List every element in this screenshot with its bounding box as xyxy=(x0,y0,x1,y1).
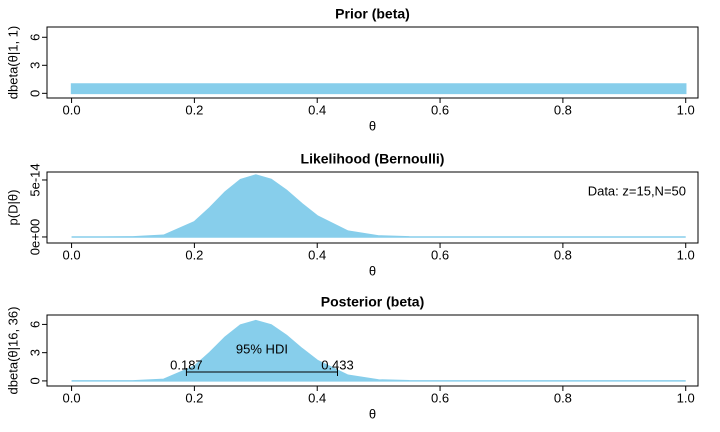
plot-frame xyxy=(46,26,699,99)
x-tick-label: 0.0 xyxy=(63,247,81,262)
y-tick-label: 5e-14 xyxy=(27,163,42,196)
density-area xyxy=(71,319,686,382)
y-axis-label: dbeta(θ|1, 1) xyxy=(5,26,20,99)
x-tick-label: 1.0 xyxy=(677,102,695,117)
y-tick-label: 0e+00 xyxy=(27,219,42,256)
x-tick-label: 0.8 xyxy=(554,390,572,405)
y-tick-label: 0 xyxy=(27,90,42,97)
y-tick-label: 0 xyxy=(27,377,42,384)
hdi-low-label: 0.187 xyxy=(170,357,203,372)
x-tick-label: 0.4 xyxy=(308,102,326,117)
y-tick-label: 3 xyxy=(27,62,42,69)
x-axis-label: θ xyxy=(369,263,376,278)
x-tick-label: 0.8 xyxy=(554,247,572,262)
panel-title: Posterior (beta) xyxy=(321,294,424,310)
x-tick-label: 0.2 xyxy=(185,102,203,117)
x-tick-label: 0.6 xyxy=(431,390,449,405)
hdi-label: 95% HDI xyxy=(236,341,288,356)
x-tick-label: 0.2 xyxy=(185,247,203,262)
panel-title: Prior (beta) xyxy=(335,6,410,22)
y-axis-label: dbeta(θ|16, 36) xyxy=(5,307,20,395)
plot-frame xyxy=(46,171,699,244)
density-area xyxy=(71,174,686,238)
density-area xyxy=(70,83,687,95)
y-tick-label: 3 xyxy=(27,349,42,356)
x-tick-label: 0.4 xyxy=(308,390,326,405)
x-tick-label: 0.8 xyxy=(554,102,572,117)
x-tick-label: 0.6 xyxy=(431,247,449,262)
x-tick-label: 0.0 xyxy=(63,390,81,405)
x-tick-label: 0.2 xyxy=(185,390,203,405)
x-axis-label: θ xyxy=(369,406,376,421)
x-tick-label: 1.0 xyxy=(677,247,695,262)
x-tick-label: 0.6 xyxy=(431,102,449,117)
x-tick-label: 0.4 xyxy=(308,247,326,262)
panel-title: Likelihood (Bernoulli) xyxy=(301,151,445,167)
plot-frame xyxy=(46,314,699,387)
y-axis-label: p(D|θ) xyxy=(5,190,20,226)
y-tick-label: 6 xyxy=(27,321,42,328)
annotation: Data: z=15,N=50 xyxy=(588,183,686,198)
x-axis-label: θ xyxy=(369,118,376,133)
x-tick-label: 1.0 xyxy=(677,390,695,405)
hdi-high-label: 0.433 xyxy=(321,357,354,372)
y-tick-label: 6 xyxy=(27,34,42,41)
x-tick-label: 0.0 xyxy=(63,102,81,117)
